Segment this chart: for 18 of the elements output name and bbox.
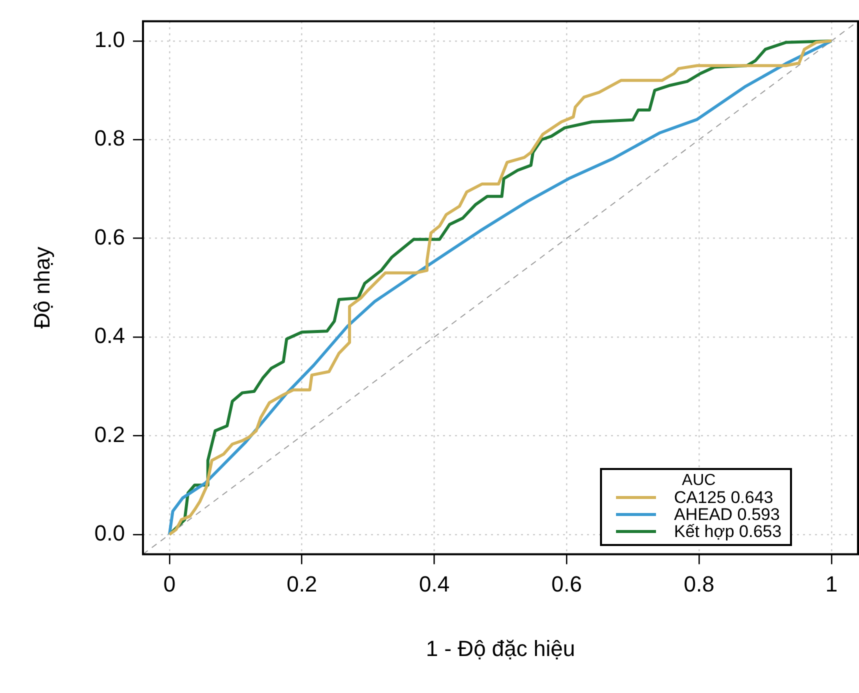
y-axis-title: Độ nhạy [29,246,54,329]
x-tick-label: 0.6 [551,571,582,596]
y-tick-label: 0.8 [94,126,125,151]
legend-label: Kết hợp 0.653 [674,522,782,541]
legend-label: AHEAD 0.593 [674,505,780,524]
x-tick-label: 1 [825,571,838,596]
legend-title: AUC [680,472,717,489]
y-tick-label: 0.6 [94,224,125,250]
legend-label: CA125 0.643 [674,488,774,507]
x-axis-title: 1 - Độ đặc hiệu [426,636,576,661]
x-tick-label: 0.4 [418,571,450,596]
y-tick-label: 0.2 [94,422,125,447]
y-tick-label: 0.0 [94,520,125,546]
y-tick-label: 1.0 [94,27,125,52]
x-tick-label: 0 [163,571,176,596]
x-tick-label: 0.8 [684,571,714,596]
y-tick-label: 0.4 [94,323,125,348]
x-tick-label: 0.2 [286,571,318,596]
